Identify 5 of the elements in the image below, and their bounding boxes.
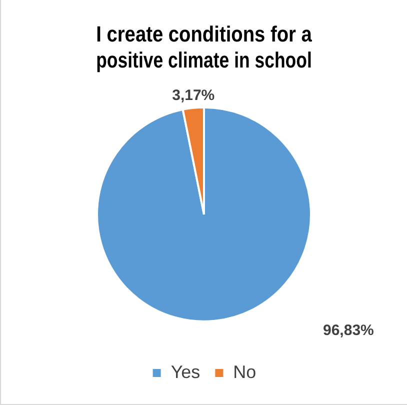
- legend-label: Yes: [170, 362, 200, 382]
- legend-label: No: [233, 362, 256, 382]
- chart-title: I create conditions for a positive climate in school: [96, 22, 312, 74]
- data-label: 3,17%: [172, 87, 215, 104]
- data-label: 96,83%: [323, 322, 374, 340]
